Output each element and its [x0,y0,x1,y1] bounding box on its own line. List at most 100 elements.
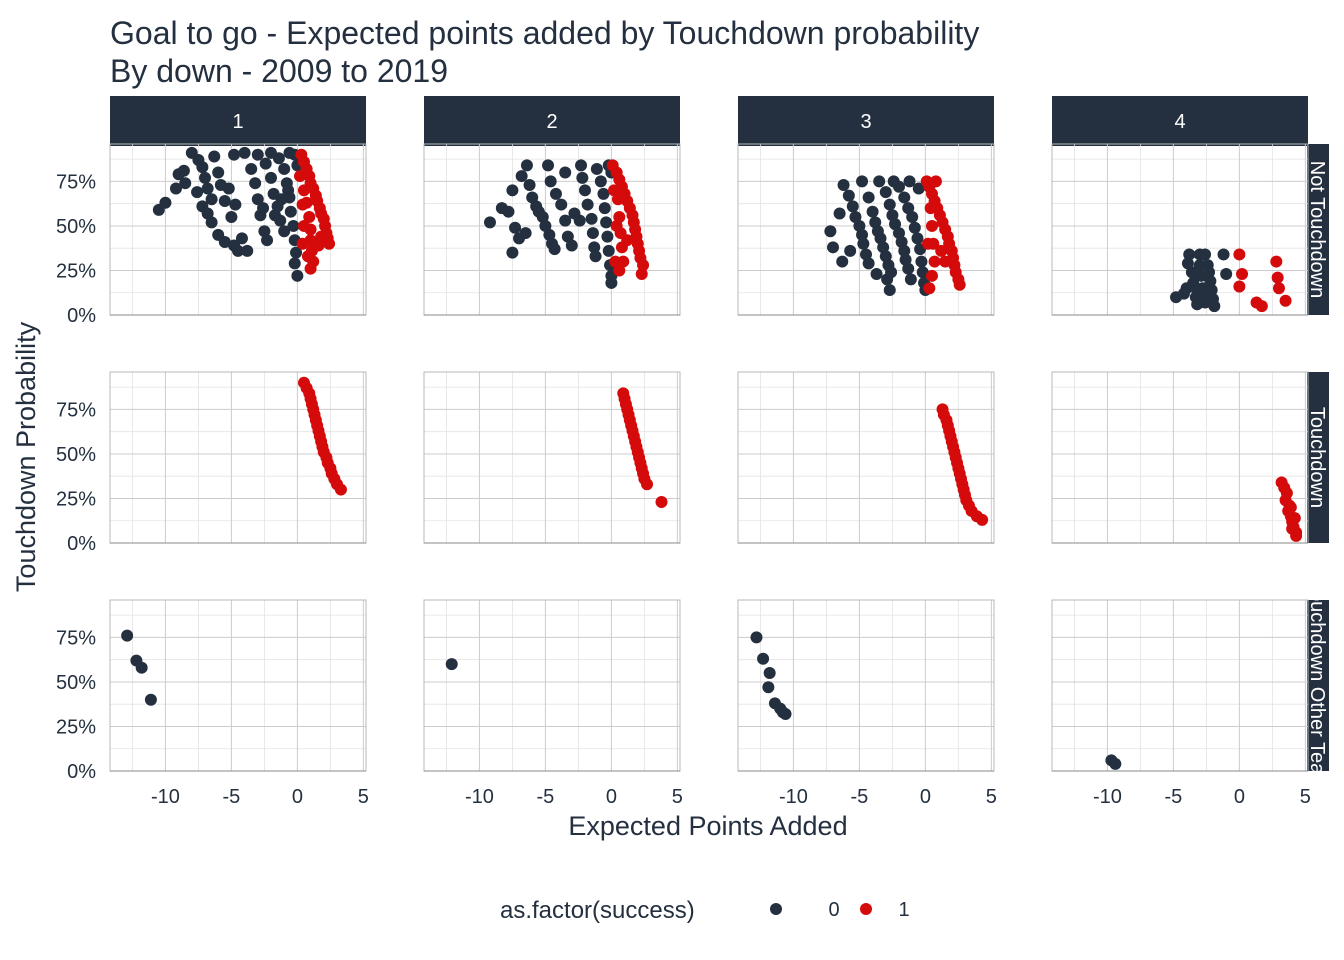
data-point-success-0 [588,241,601,254]
data-point-success-0 [879,186,892,199]
x-tick-label: -10 [151,786,180,808]
y-tick-label: 75% [56,627,96,649]
data-point-success-0 [903,175,916,188]
data-point-success-0 [911,232,924,245]
data-point-success-1 [923,282,936,295]
data-point-success-1 [303,211,316,224]
data-point-success-0 [212,166,225,179]
chart-subtitle: By down - 2009 to 2019 [110,53,448,89]
data-point-success-0 [836,255,849,268]
chart-title: Goal to go - Expected points added by To… [110,15,979,51]
data-point-success-0 [898,191,911,204]
data-point-success-0 [594,175,607,188]
data-point-success-0 [179,177,192,190]
data-point-success-0 [908,221,921,234]
y-tick-label: 25% [56,488,96,510]
facet-strip-row-2 [1307,600,1329,771]
data-point-success-0 [762,681,775,694]
data-point-success-0 [605,276,618,289]
data-point-success-0 [585,212,598,225]
data-point-success-1 [297,184,310,197]
data-point-success-0 [598,202,611,215]
data-point-success-0 [779,708,792,720]
x-tick-label: -5 [223,786,241,808]
data-point-success-0 [196,161,209,174]
data-point-success-0 [228,148,241,161]
data-point-success-0 [259,157,272,170]
data-point-success-0 [257,202,270,215]
legend: as.factor(success) 0 1 [500,897,910,924]
data-point-success-1 [1271,271,1284,284]
facet-strip-row-0 [1307,144,1329,315]
data-point-success-0 [251,193,264,206]
x-tick-label: 0 [606,786,617,808]
data-point-success-0 [287,219,300,232]
facet-strip-label: 2 [546,111,557,133]
data-point-success-0 [169,182,182,195]
data-point-success-1 [935,244,948,257]
data-point-success-0 [135,661,148,674]
data-point-success-0 [445,658,458,671]
data-point-success-0 [602,244,615,257]
panel-border [1051,599,1309,772]
data-point-success-1 [609,255,622,268]
data-point-success-0 [898,244,911,257]
data-point-success-1 [1288,512,1301,525]
facet-strip-row-1 [1307,372,1329,543]
y-tick-label: 50% [56,444,96,466]
data-point-success-1 [924,202,937,215]
data-point-success-0 [873,175,886,188]
y-tick-label: 25% [56,716,96,738]
data-point-success-1 [296,198,309,211]
data-point-success-0 [833,207,846,220]
data-point-success-0 [235,232,248,245]
data-point-success-0 [573,214,586,227]
facet-panel-r2-c1 [423,599,681,772]
data-point-success-1 [294,170,307,183]
data-point-success-0 [191,186,204,199]
data-point-success-0 [862,191,875,204]
data-point-success-1 [312,239,325,252]
data-point-success-1 [1236,268,1249,281]
data-point-success-0 [520,159,533,172]
data-point-success-1 [637,259,650,272]
data-point-success-0 [581,198,594,211]
facet-strip-down-2 [424,96,680,146]
y-tick-label: 0% [67,533,96,555]
data-point-success-0 [883,198,896,211]
facet-strip-row-label: Not Touchdown [1306,161,1328,299]
data-point-success-0 [218,195,231,207]
data-point-success-0 [578,184,591,197]
data-point-success-0 [506,246,519,259]
data-point-success-0 [509,221,522,234]
facet-panel-r0-c3 [1051,143,1309,316]
data-point-success-0 [757,652,770,665]
data-point-success-1 [334,483,347,496]
y-tick-label: 50% [56,216,96,238]
facet-strip-down-4 [1052,96,1308,146]
data-point-success-0 [264,171,277,184]
data-point-success-0 [232,244,244,257]
x-tick-label: -10 [1093,786,1122,808]
data-point-success-0 [251,148,264,161]
x-tick-label: -10 [465,786,494,808]
data-point-success-0 [288,257,301,270]
data-point-success-0 [208,150,221,163]
data-point-success-0 [291,269,304,282]
facet-panel-r0-c2 [737,143,995,316]
legend-key-1 [860,903,872,915]
panel-border [737,599,995,772]
data-point-success-1 [655,496,668,509]
data-point-success-0 [222,182,235,195]
data-point-success-0 [201,182,214,195]
data-point-success-0 [245,162,258,175]
data-point-success-1 [297,219,310,232]
data-point-success-0 [555,198,568,211]
data-point-success-0 [590,162,603,175]
data-point-success-0 [1208,300,1221,313]
facet-strip-row-label: Touchdown [1306,407,1328,508]
x-tick-label: 5 [672,786,683,808]
data-point-success-1 [1255,300,1268,313]
x-tick-label: -5 [537,786,555,808]
